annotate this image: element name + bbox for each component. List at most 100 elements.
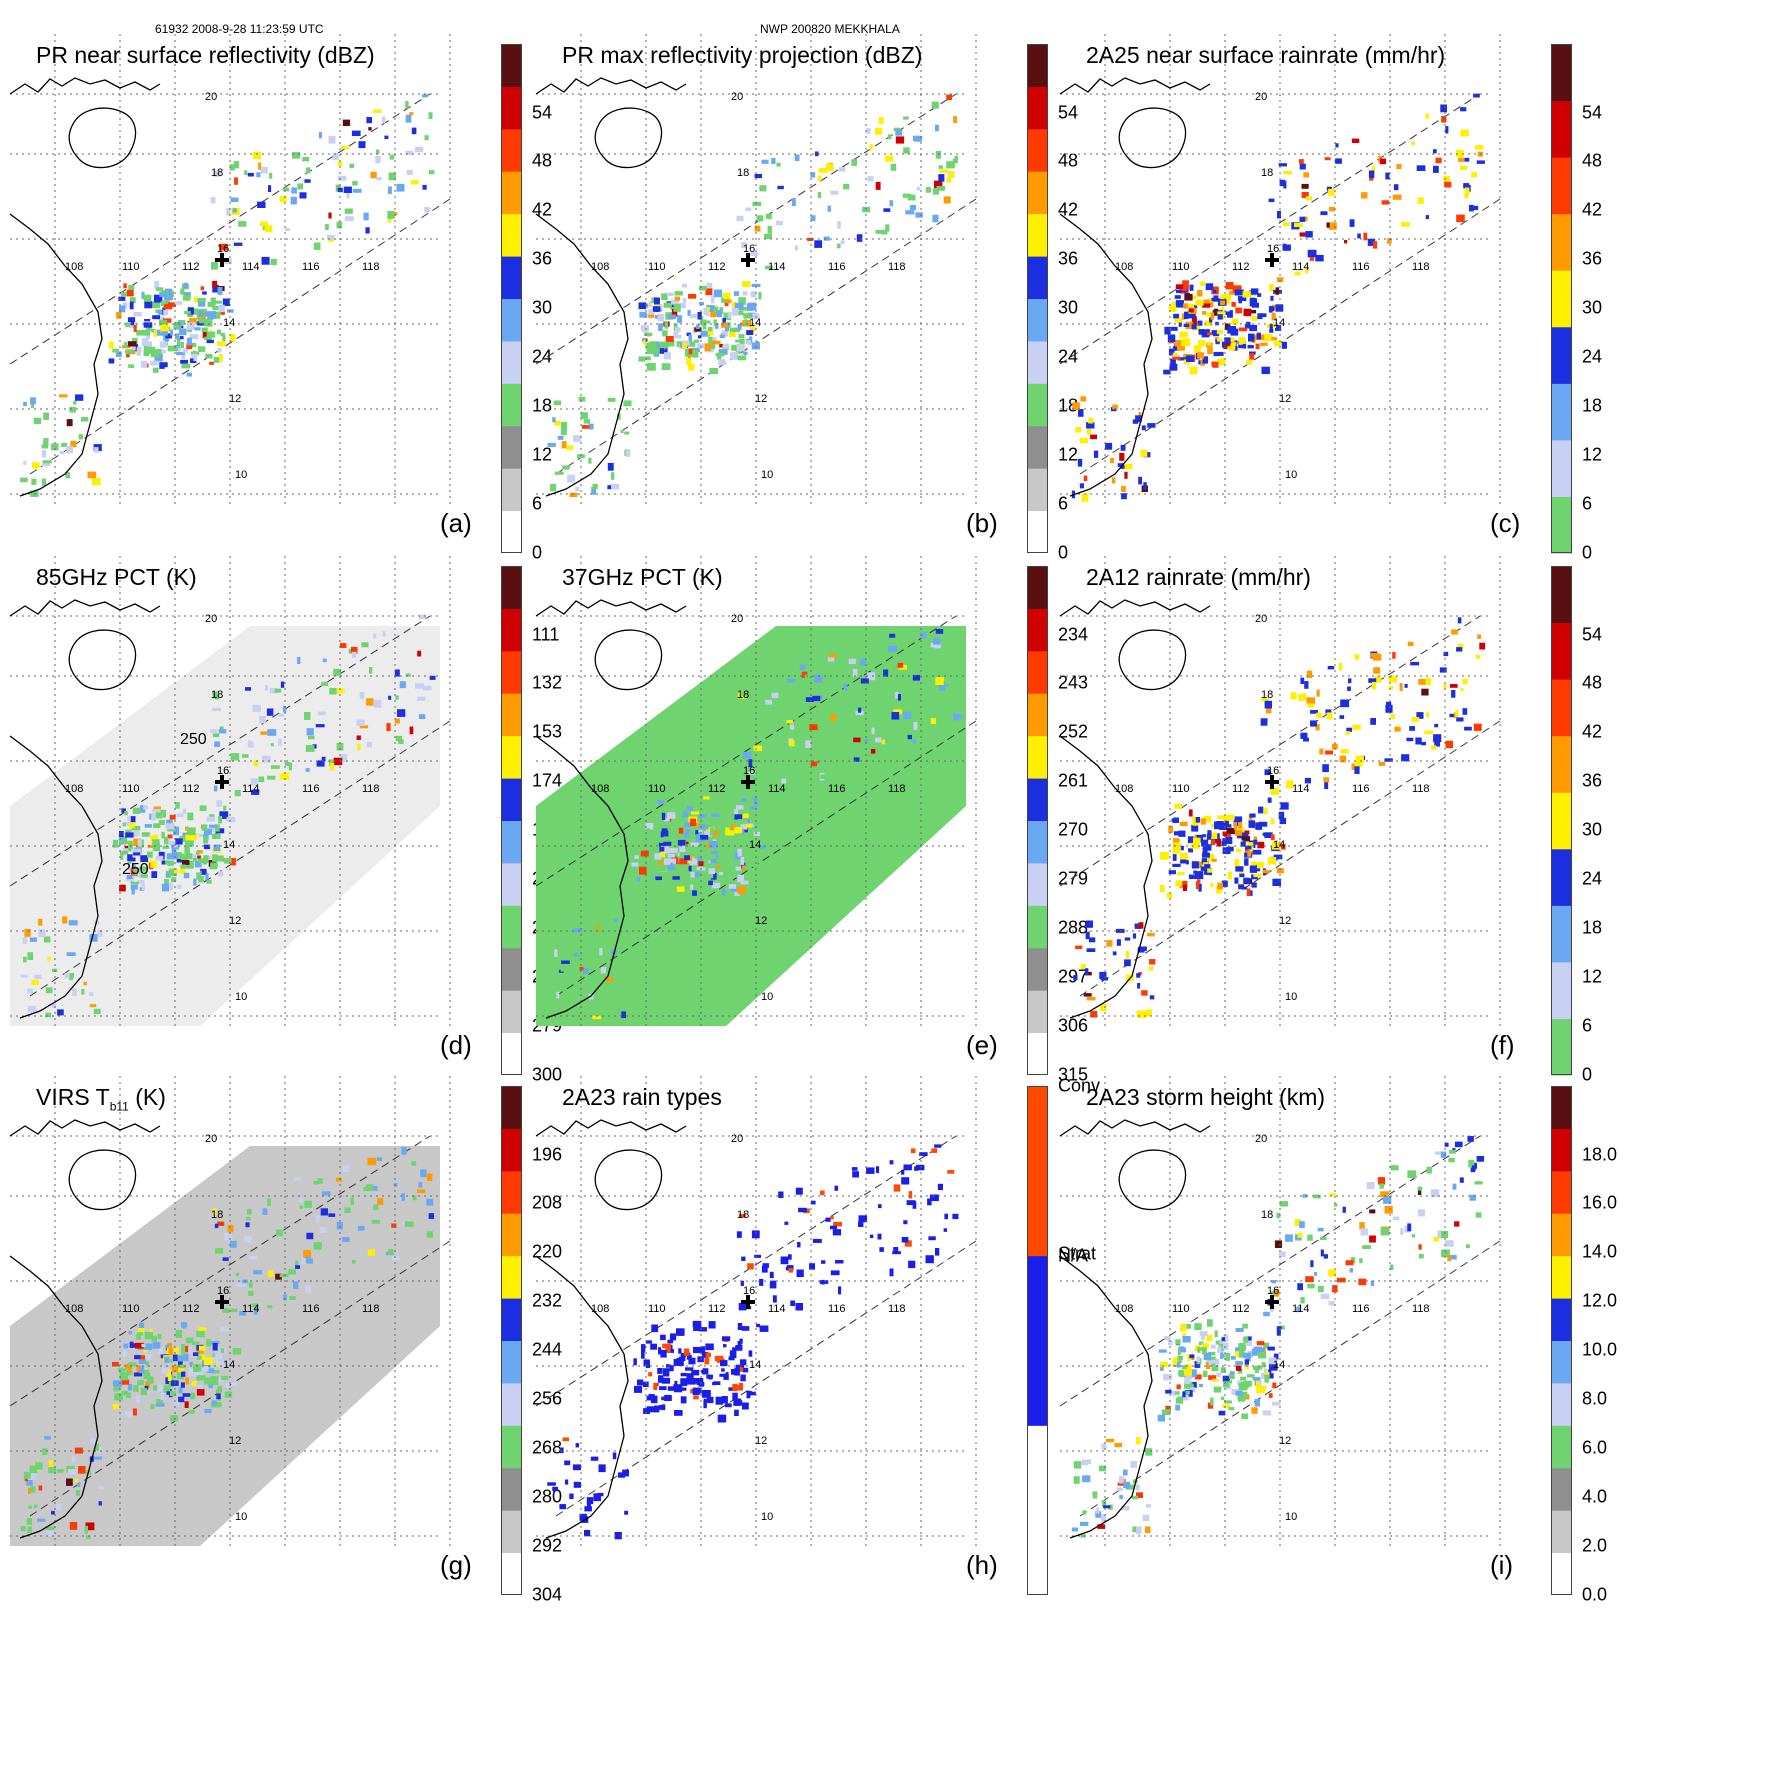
rain-pixel [949, 171, 955, 178]
rain-pixel [646, 348, 651, 355]
rain-pixel [661, 828, 668, 833]
rain-pixel [222, 1308, 230, 1313]
rain-pixel [143, 294, 152, 302]
rain-pixel [922, 690, 930, 698]
rain-pixel [1172, 1357, 1178, 1366]
colorbar-tick-label: 12 [1058, 444, 1079, 465]
rain-pixel [202, 291, 207, 295]
rain-pixel [1441, 1249, 1450, 1258]
rain-pixel [191, 353, 198, 358]
rain-pixel [153, 330, 157, 337]
rain-pixel [166, 853, 176, 860]
rain-pixel [1170, 326, 1178, 331]
rain-pixel [1347, 686, 1351, 691]
rain-pixel [173, 831, 179, 836]
rain-pixel [411, 1161, 417, 1166]
swath-edge-lower [1079, 1240, 1501, 1517]
rain-pixel [1081, 1459, 1088, 1466]
rain-pixel [1345, 731, 1351, 735]
rain-pixel [741, 281, 751, 287]
rain-pixel [1136, 1437, 1141, 1445]
rain-pixel [173, 826, 180, 834]
rain-pixel [1168, 1340, 1173, 1346]
rain-pixel [196, 872, 202, 880]
rain-pixel [747, 1263, 754, 1270]
rain-pixel [1271, 1280, 1276, 1284]
rain-pixel [664, 1394, 672, 1401]
rain-pixel [684, 822, 693, 828]
colorbar-segment [501, 1213, 522, 1257]
latitude-label: 10 [761, 1511, 773, 1523]
rain-pixel [222, 298, 230, 306]
rain-pixel [356, 735, 361, 740]
rain-pixel [1231, 318, 1239, 325]
rain-pixel [685, 1367, 694, 1371]
rain-pixel [140, 1355, 146, 1360]
rain-pixel [1421, 741, 1426, 746]
rain-pixel [1381, 200, 1390, 205]
rain-pixel [1120, 444, 1126, 451]
swath-edge-upper [535, 1135, 957, 1407]
rain-pixel [138, 1322, 145, 1328]
rain-pixel [209, 824, 217, 828]
rain-pixel [1203, 299, 1210, 305]
rain-pixel [700, 330, 708, 337]
rain-pixel [1177, 1361, 1181, 1368]
rain-pixel [827, 656, 835, 662]
rain-pixel [1210, 1344, 1216, 1349]
rain-pixel [1335, 158, 1342, 164]
rain-pixel [671, 309, 678, 317]
rain-pixel [254, 152, 259, 158]
rain-pixel [155, 287, 164, 291]
rain-pixel [113, 1380, 122, 1387]
rain-pixel [1294, 1219, 1302, 1226]
latitude-label: 14 [749, 839, 761, 851]
colorbar-segment [501, 905, 522, 949]
rain-pixel [703, 796, 710, 800]
rain-pixel [1234, 858, 1239, 867]
rain-pixel [391, 1255, 400, 1261]
rain-pixel [1309, 257, 1314, 261]
rain-pixel [1305, 1276, 1314, 1283]
colorbar-segment [1027, 905, 1048, 949]
rain-pixel [732, 1347, 736, 1352]
rain-pixel [740, 821, 748, 830]
rain-pixel [1238, 296, 1247, 301]
rain-pixel [1290, 692, 1297, 700]
longitude-label: 118 [1412, 261, 1430, 273]
rain-pixel [187, 827, 196, 836]
rain-pixel [1440, 104, 1447, 113]
rain-pixel [133, 852, 141, 856]
rain-pixel [128, 284, 135, 290]
rain-pixel [748, 1391, 756, 1396]
rain-pixel [212, 691, 218, 698]
rain-pixel [203, 855, 209, 863]
colorbar-segment [1027, 213, 1048, 257]
rain-pixel [1445, 740, 1453, 749]
rain-pixel [910, 1148, 916, 1154]
rain-pixel [27, 1473, 36, 1480]
panel-f: 108 110 112 114 116 118 10 12 14 16 18 20 2A12 rainr… [1059, 556, 1602, 1096]
panel-a: 108 110 112 114 116 118 10 12 14 16 18 20 PR near su… [9, 34, 552, 574]
rain-pixel [1258, 821, 1268, 827]
rain-pixel [1455, 709, 1459, 718]
colorbar-segment [1027, 735, 1048, 779]
rain-pixel [747, 312, 756, 318]
rain-pixel [113, 1387, 120, 1392]
rain-pixel [121, 1391, 128, 1396]
rain-pixel [912, 1201, 917, 1209]
colorbar-tick-label: 306 [1058, 1015, 1089, 1036]
rain-pixel [295, 1260, 299, 1268]
rain-pixel [721, 297, 730, 303]
rain-pixel [809, 724, 818, 730]
rain-pixel [1276, 868, 1284, 874]
rain-pixel [1238, 1369, 1243, 1374]
colorbar-tick-label: 48 [1582, 672, 1603, 693]
colorbar-tick-label: 304 [532, 1584, 563, 1605]
rain-pixel [564, 1460, 571, 1466]
rain-pixel [935, 629, 944, 634]
rain-pixel [278, 738, 282, 746]
rain-pixel [708, 331, 714, 336]
rain-pixel [95, 1443, 99, 1451]
rain-pixel [883, 208, 891, 212]
